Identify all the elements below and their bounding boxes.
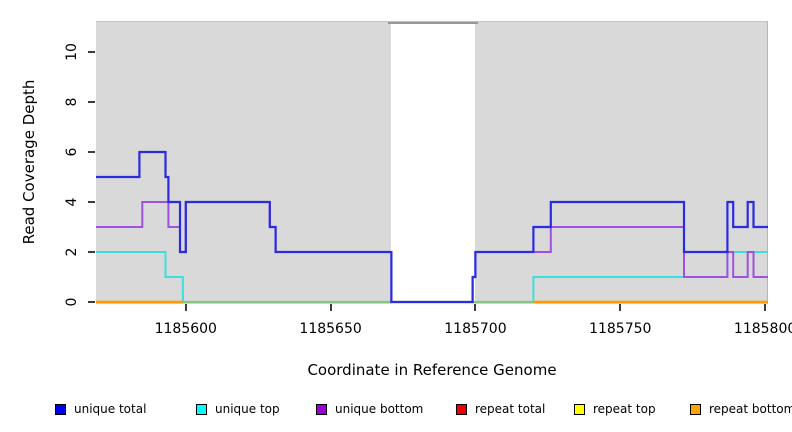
y-tick-mark [88, 301, 95, 303]
x-tick-mark [474, 304, 477, 311]
x-tick-mark [184, 304, 187, 311]
legend-swatch-icon [456, 403, 467, 415]
y-tick-mark [88, 251, 95, 253]
legend-entry-repeat-top: repeat top [574, 401, 656, 417]
coverage-series-canvas [96, 150, 768, 304]
x-tick-label: 1185750 [589, 321, 652, 337]
x-tick-mark [619, 304, 622, 311]
x-tick-label: 1185700 [444, 321, 507, 337]
legend-label: unique top [215, 402, 280, 416]
legend-swatch-icon [316, 403, 327, 415]
y-tick-label: 0 [64, 297, 80, 307]
legend-label: unique bottom [335, 402, 424, 416]
legend-label: unique total [74, 402, 147, 416]
series-unique-bottom [96, 201, 768, 303]
y-tick-mark [88, 201, 95, 203]
legend-entry-repeat-bottom: repeat bottom [690, 401, 792, 417]
x-tick-label: 1185650 [299, 321, 362, 337]
uncovered-gap-band [391, 22, 476, 305]
x-tick-mark [764, 304, 767, 311]
uncovered-gap-top-edge [388, 22, 479, 24]
legend-swatch-icon [55, 403, 66, 415]
legend: unique total unique top unique bottom repea… [0, 401, 792, 417]
legend-label: repeat bottom [709, 402, 792, 416]
legend-swatch-icon [574, 403, 585, 415]
x-tick-label: 1185600 [154, 321, 217, 337]
y-tick-label: 4 [64, 197, 80, 207]
series-unique-top [96, 251, 768, 303]
x-axis-title: Coordinate in Reference Genome [307, 361, 557, 379]
legend-swatch-icon [196, 403, 207, 415]
x-tick-mark [329, 304, 332, 311]
y-tick-mark [88, 51, 95, 53]
legend-entry-unique-total: unique total [55, 401, 146, 417]
y-tick-label: 2 [64, 247, 80, 257]
legend-swatch-icon [690, 403, 701, 415]
legend-entry-unique-bottom: unique bottom [316, 401, 423, 417]
plot-area [96, 21, 768, 305]
y-tick-mark [88, 101, 95, 103]
x-tick-label: 1185800 [733, 321, 792, 337]
y-tick-label: 10 [64, 43, 80, 61]
y-tick-label: 6 [64, 147, 80, 157]
legend-entry-unique-top: unique top [196, 401, 280, 417]
legend-label: repeat total [475, 402, 546, 416]
y-axis-title: Read Coverage Depth [20, 79, 38, 245]
legend-label: repeat top [593, 402, 656, 416]
legend-entry-repeat-total: repeat total [456, 401, 545, 417]
y-tick-label: 8 [64, 97, 80, 107]
series-unique-total [96, 150, 768, 304]
y-tick-mark [88, 151, 95, 153]
